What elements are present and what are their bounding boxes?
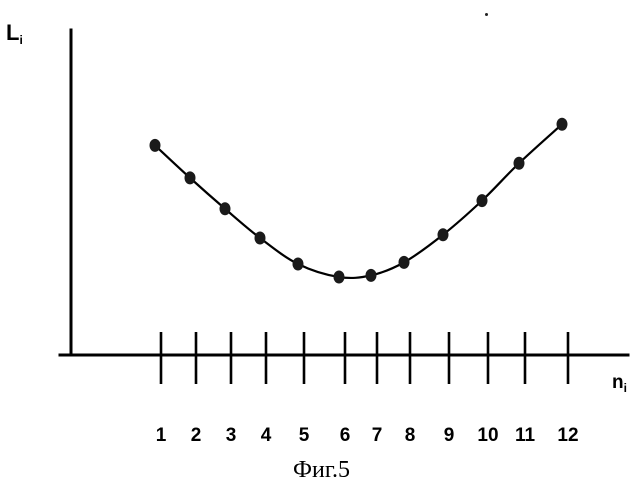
x-axis-label-sub: i bbox=[624, 381, 627, 395]
data-point-11 bbox=[514, 157, 525, 170]
x-tick-label-3: 3 bbox=[226, 425, 237, 446]
data-point-2 bbox=[185, 171, 196, 184]
axes bbox=[60, 30, 628, 355]
x-tick-label-8: 8 bbox=[405, 425, 416, 446]
series-points bbox=[150, 118, 568, 284]
data-point-4 bbox=[255, 232, 266, 245]
x-axis-label: ni bbox=[612, 372, 627, 395]
x-tick-label-1: 1 bbox=[156, 425, 167, 446]
x-tick-label-2: 2 bbox=[191, 425, 202, 446]
data-point-9 bbox=[438, 228, 449, 241]
x-tick-labels: 123456789101112 bbox=[156, 425, 579, 446]
x-tick-label-9: 9 bbox=[444, 425, 455, 446]
data-point-5 bbox=[293, 258, 304, 271]
x-ticks bbox=[161, 332, 568, 384]
x-tick-label-4: 4 bbox=[261, 425, 272, 446]
y-axis-label-sub: i bbox=[19, 33, 22, 47]
data-point-7 bbox=[366, 269, 377, 282]
data-point-8 bbox=[399, 256, 410, 269]
series-line bbox=[155, 124, 562, 278]
x-tick-label-10: 10 bbox=[477, 425, 498, 446]
x-tick-label-7: 7 bbox=[372, 425, 383, 446]
x-tick-label-6: 6 bbox=[340, 425, 351, 446]
x-tick-label-5: 5 bbox=[299, 425, 310, 446]
data-point-1 bbox=[150, 139, 161, 152]
data-point-3 bbox=[220, 202, 231, 215]
y-axis-label-main: L bbox=[6, 20, 19, 45]
x-tick-label-11: 11 bbox=[515, 425, 536, 446]
figure-caption: Фиг.5 bbox=[0, 457, 643, 484]
data-point-6 bbox=[334, 271, 345, 284]
data-point-10 bbox=[477, 194, 488, 207]
x-tick-label-12: 12 bbox=[557, 425, 578, 446]
data-point-12 bbox=[557, 118, 568, 131]
y-axis-label: Li bbox=[6, 20, 23, 47]
x-axis-label-main: n bbox=[612, 372, 624, 393]
